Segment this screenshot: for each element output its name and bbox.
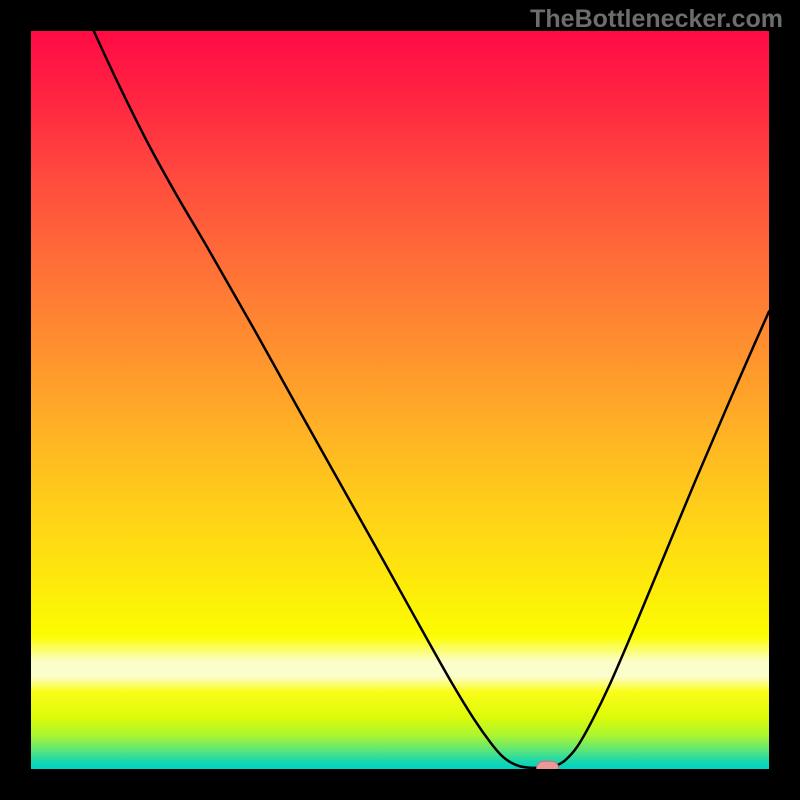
minimum-marker — [537, 761, 559, 769]
watermark-text: TheBottlenecker.com — [530, 5, 783, 34]
gradient-fill — [31, 31, 769, 769]
gradient-chart — [31, 31, 769, 769]
